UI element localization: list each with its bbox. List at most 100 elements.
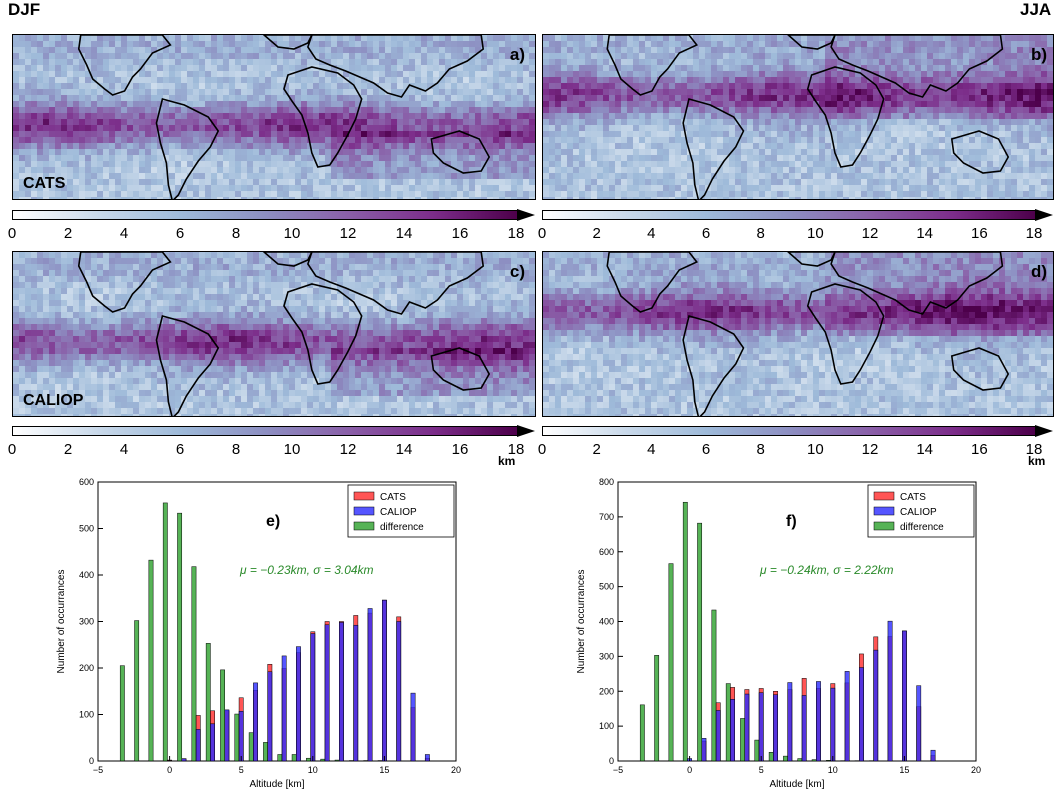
map-cell: [145, 137, 151, 143]
map-cell: [543, 89, 549, 95]
map-cell: [475, 53, 481, 59]
map-cell: [499, 197, 505, 199]
map-cell: [885, 101, 891, 107]
map-cell: [469, 167, 475, 173]
map-cell: [651, 41, 657, 47]
map-cell: [385, 53, 391, 59]
map-cell: [879, 167, 885, 173]
map-cell: [597, 149, 603, 155]
map-cell: [487, 185, 493, 191]
map-cell: [211, 173, 217, 179]
map-cell: [747, 65, 753, 71]
map-cell: [747, 143, 753, 149]
map-cell: [693, 161, 699, 167]
map-cell: [741, 137, 747, 143]
map-cell: [211, 131, 217, 137]
map-cell: [939, 65, 945, 71]
map-cell: [705, 137, 711, 143]
map-cell: [981, 41, 987, 47]
map-cell: [463, 65, 469, 71]
map-cell: [1023, 149, 1029, 155]
map-cell: [55, 185, 61, 191]
map-cell: [813, 41, 819, 47]
map-cell: [663, 143, 669, 149]
map-cell: [561, 47, 567, 53]
map-cell: [987, 113, 993, 119]
map-cell: [337, 191, 343, 197]
map-cell: [229, 65, 235, 71]
map-cell: [295, 65, 301, 71]
map-cell: [325, 119, 331, 125]
map-cell: [633, 119, 639, 125]
map-cell: [85, 35, 91, 41]
map-cell: [927, 137, 933, 143]
map-cell: [157, 155, 163, 161]
map-cell: [337, 155, 343, 161]
map-cell: [319, 107, 325, 113]
map-cell: [193, 89, 199, 95]
map-cell: [97, 125, 103, 131]
map-cell: [169, 149, 175, 155]
map-cell: [639, 77, 645, 83]
map-cell: [97, 137, 103, 143]
map-cell: [561, 83, 567, 89]
map-cell: [187, 89, 193, 95]
map-cell: [13, 149, 19, 155]
map-cell: [481, 35, 487, 41]
map-cell: [987, 161, 993, 167]
map-cell: [723, 65, 729, 71]
map-cell: [265, 95, 271, 101]
map-cell: [891, 143, 897, 149]
map-cell: [597, 185, 603, 191]
map-cell: [795, 197, 801, 199]
map-cell: [403, 83, 409, 89]
map-cell: [19, 155, 25, 161]
map-cell: [385, 185, 391, 191]
map-cell: [439, 179, 445, 185]
map-cell: [37, 65, 43, 71]
map-cell: [1047, 95, 1053, 101]
map-cell: [693, 149, 699, 155]
map-cell: [885, 155, 891, 161]
map-cell: [403, 191, 409, 197]
map-cell: [783, 179, 789, 185]
map-cell: [1047, 143, 1053, 149]
map-cell: [891, 41, 897, 47]
map-cell: [1035, 83, 1041, 89]
map-cell: [487, 131, 493, 137]
map-cell: [729, 191, 735, 197]
map-cell: [567, 47, 573, 53]
map-cell: [97, 119, 103, 125]
map-cell: [19, 107, 25, 113]
map-cell: [373, 197, 379, 199]
map-cell: [1035, 101, 1041, 107]
map-cell: [1035, 41, 1041, 47]
map-cell: [759, 143, 765, 149]
map-cell: [451, 47, 457, 53]
map-cell: [609, 113, 615, 119]
map-cell: [861, 167, 867, 173]
map-cell: [975, 179, 981, 185]
map-cell: [163, 197, 169, 199]
map-cell: [253, 252, 259, 258]
map-cell: [481, 47, 487, 53]
map-cell: [867, 89, 873, 95]
map-cell: [511, 149, 517, 155]
map-cell: [747, 125, 753, 131]
map-cell: [651, 131, 657, 137]
map-cell: [145, 95, 151, 101]
map-cell: [669, 179, 675, 185]
map-cell: [861, 53, 867, 59]
map-cell: [529, 185, 535, 191]
map-cell: [795, 65, 801, 71]
map-cell: [1005, 185, 1011, 191]
map-cell: [753, 191, 759, 197]
map-cell: [79, 59, 85, 65]
map-cell: [717, 47, 723, 53]
map-cell: [777, 155, 783, 161]
map-cell: [31, 252, 37, 258]
map-cell: [717, 155, 723, 161]
map-cell: [855, 155, 861, 161]
map-cell: [549, 107, 555, 113]
map-cell: [169, 161, 175, 167]
